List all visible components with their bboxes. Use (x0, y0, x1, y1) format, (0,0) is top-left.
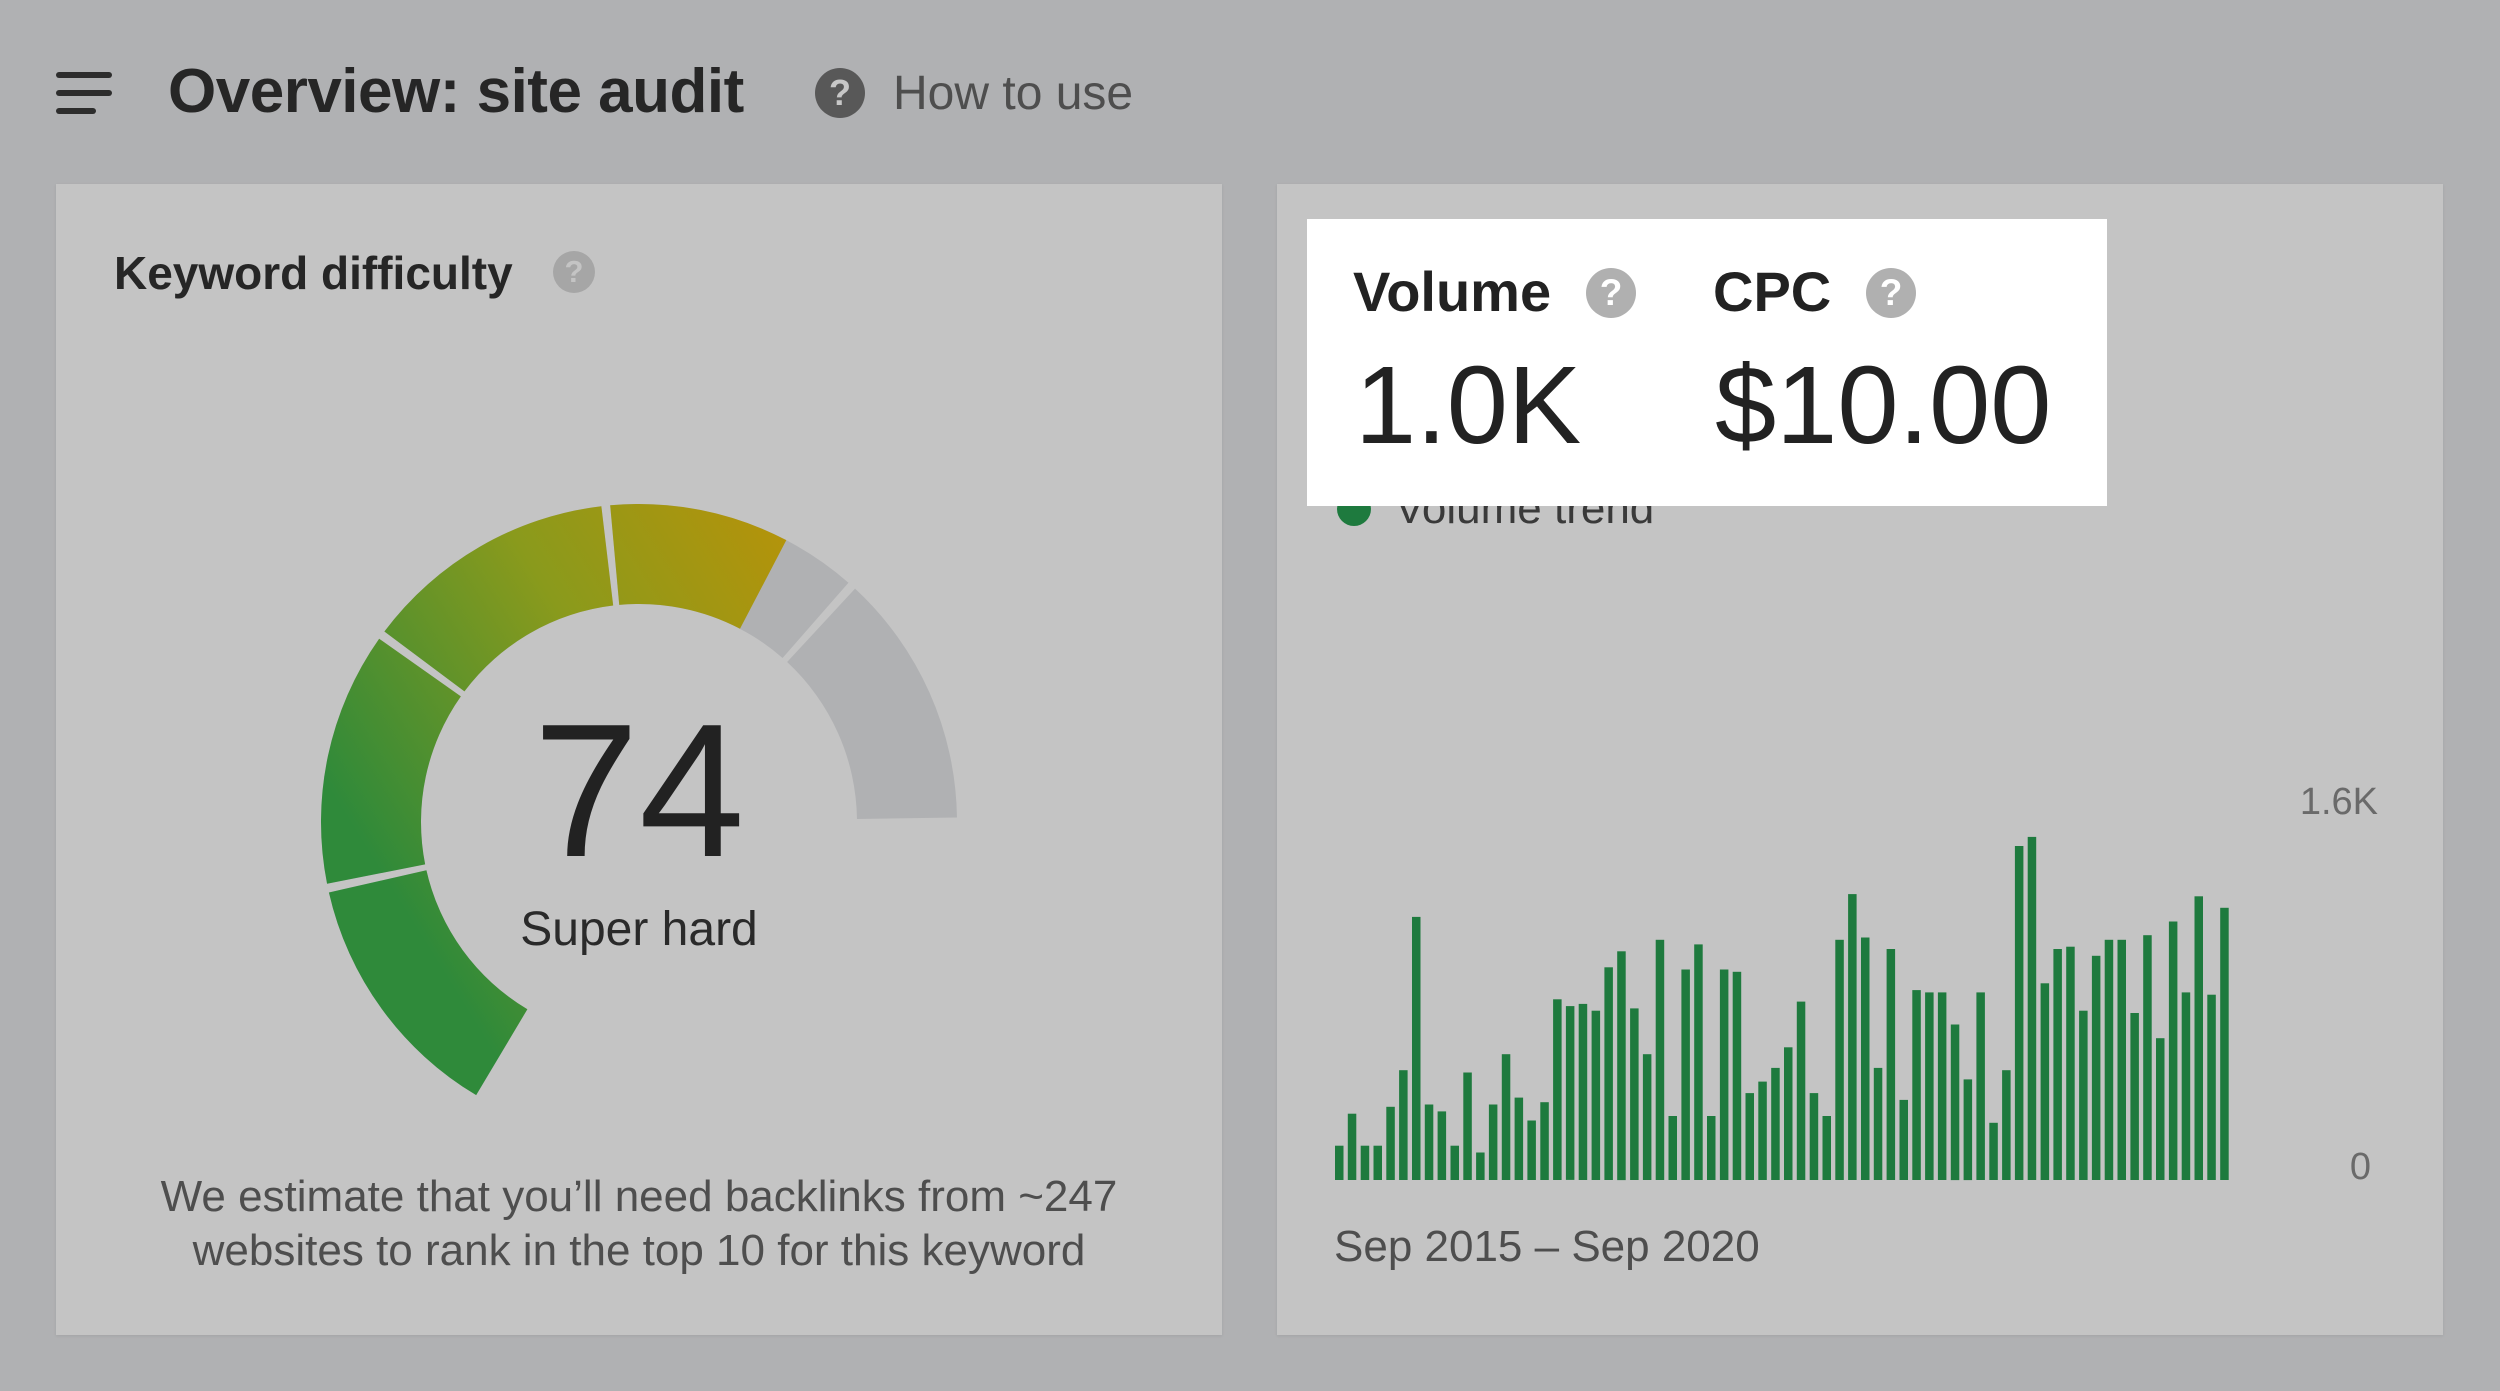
cpc-help-icon[interactable]: ? (1866, 268, 1916, 318)
hamburger-menu-icon[interactable] (56, 72, 112, 114)
volume-bar[interactable] (2040, 983, 2050, 1180)
volume-bar[interactable] (1950, 1024, 1960, 1181)
volume-bar[interactable] (1578, 1003, 1588, 1180)
help-icon: ? (815, 68, 865, 118)
backlinks-estimate-note: We estimate that you’ll need backlinks f… (160, 1172, 1118, 1275)
date-range-label: Sep 2015 – Sep 2020 (1334, 1222, 1760, 1271)
volume-bar[interactable] (1527, 1120, 1536, 1181)
volume-bar[interactable] (1848, 894, 1857, 1180)
volume-bar[interactable] (1861, 937, 1870, 1181)
volume-bar[interactable] (1437, 1111, 1447, 1180)
volume-bar[interactable] (2168, 921, 2178, 1181)
volume-bar[interactable] (1963, 1079, 1973, 1181)
volume-bar[interactable] (2104, 939, 2114, 1180)
gauge-fill-segment (321, 638, 461, 884)
gauge-fill-segment (328, 870, 528, 1096)
volume-bar[interactable] (1976, 992, 1985, 1180)
keyword-difficulty-help-icon[interactable]: ? (553, 251, 595, 293)
keyword-difficulty-card: Keyword difficulty ? 74 Super hard We es… (56, 184, 1222, 1335)
volume-bar[interactable] (1899, 1099, 1909, 1180)
volume-bar[interactable] (1809, 1093, 1819, 1180)
volume-bar[interactable] (1732, 971, 1742, 1180)
volume-bar[interactable] (2181, 992, 2191, 1180)
y-tick-min: 0 (2350, 1146, 2371, 1188)
volume-bar[interactable] (1412, 916, 1421, 1180)
gauge-fill-segment (384, 506, 614, 692)
volume-bar[interactable] (2220, 907, 2229, 1180)
how-to-use-label: How to use (893, 66, 1134, 120)
volume-bar[interactable] (1681, 969, 1690, 1181)
volume-bar[interactable] (1553, 999, 1562, 1180)
volume-bar[interactable] (2027, 836, 2037, 1180)
volume-label: Volume (1353, 260, 1552, 323)
cpc-value: $10.00 (1715, 344, 2052, 467)
volume-bar[interactable] (2156, 1038, 2165, 1180)
volume-bar[interactable] (1758, 1081, 1767, 1180)
how-to-use-link[interactable]: ? How to use (815, 66, 1133, 120)
volume-bar[interactable] (1719, 969, 1729, 1181)
volume-bar[interactable] (1668, 1116, 1678, 1180)
gauge-track-segment (787, 588, 957, 819)
volume-bar[interactable] (2091, 955, 2101, 1180)
volume-bar[interactable] (1796, 1001, 1806, 1180)
volume-bar[interactable] (1360, 1145, 1370, 1180)
volume-bar[interactable] (1386, 1106, 1395, 1180)
volume-bar[interactable] (2117, 939, 2127, 1180)
volume-bar[interactable] (1463, 1072, 1472, 1181)
volume-bar[interactable] (1835, 939, 1844, 1180)
volume-bar[interactable] (2194, 896, 2204, 1180)
volume-bar[interactable] (2014, 846, 2024, 1180)
volume-bar[interactable] (1886, 949, 1896, 1180)
volume-bar[interactable] (1694, 944, 1703, 1180)
gauge-fill-segment (610, 503, 787, 629)
metrics-highlight-box: Volume ? CPC ? 1.0K $10.00 (1307, 219, 2107, 506)
volume-bar[interactable] (1514, 1097, 1524, 1180)
volume-bar[interactable] (1937, 992, 1947, 1180)
volume-bar[interactable] (1565, 1006, 1575, 1180)
volume-bar[interactable] (2207, 994, 2216, 1180)
volume-bar[interactable] (1784, 1047, 1793, 1180)
difficulty-label: Super hard (520, 903, 758, 956)
volume-bar[interactable] (2130, 1013, 2139, 1180)
volume-bar[interactable] (1642, 1054, 1652, 1180)
volume-bar[interactable] (1912, 990, 1921, 1180)
volume-bar[interactable] (2066, 946, 2075, 1180)
volume-bar[interactable] (1822, 1116, 1832, 1180)
difficulty-gauge (321, 503, 957, 1096)
volume-bar[interactable] (1476, 1152, 1485, 1181)
volume-bar[interactable] (1501, 1054, 1511, 1180)
volume-bar[interactable] (2002, 1070, 2011, 1180)
page-header: Overview: site audit ? How to use (0, 0, 2500, 180)
difficulty-score: 74 (533, 685, 745, 897)
cpc-label: CPC (1713, 260, 1832, 323)
volume-bar[interactable] (1617, 951, 1626, 1181)
volume-help-icon[interactable]: ? (1586, 268, 1636, 318)
volume-bar[interactable] (1655, 939, 1665, 1180)
volume-value: 1.0K (1355, 344, 1582, 467)
keyword-difficulty-title: Keyword difficulty (114, 247, 513, 299)
volume-bar[interactable] (2053, 949, 2062, 1180)
volume-bar[interactable] (1604, 967, 1613, 1180)
volume-bar[interactable] (1771, 1067, 1780, 1180)
volume-bar[interactable] (1424, 1104, 1434, 1181)
volume-bar[interactable] (1488, 1104, 1498, 1181)
volume-bar[interactable] (1630, 1008, 1639, 1180)
volume-bar[interactable] (1707, 1116, 1716, 1180)
volume-bar[interactable] (1925, 992, 1934, 1180)
volume-bar[interactable] (1745, 1093, 1755, 1180)
volume-bar[interactable] (2079, 1010, 2088, 1180)
volume-bar[interactable] (1540, 1102, 1549, 1180)
volume-bar[interactable] (1399, 1070, 1408, 1180)
page-title: Overview: site audit (168, 57, 744, 126)
volume-bar[interactable] (1591, 1010, 1601, 1180)
volume-bar[interactable] (1335, 1145, 1344, 1180)
volume-bar[interactable] (1347, 1113, 1357, 1180)
volume-bar[interactable] (1450, 1145, 1460, 1180)
volume-trend-chart: 1.6K 0 (1335, 781, 2378, 1188)
volume-bar[interactable] (1373, 1145, 1383, 1180)
volume-bar[interactable] (1989, 1122, 1998, 1180)
volume-bar[interactable] (1873, 1067, 1883, 1180)
volume-bar[interactable] (2143, 935, 2152, 1180)
y-tick-max: 1.6K (2300, 781, 2378, 823)
